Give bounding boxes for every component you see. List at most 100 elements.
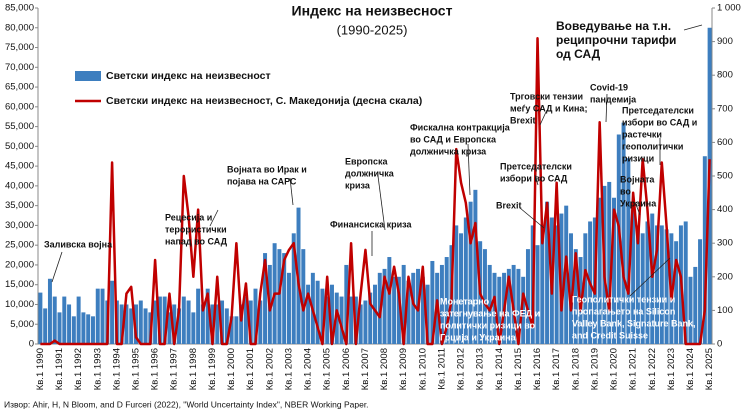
x-tick-label: Кв.1 2025 xyxy=(704,348,715,390)
x-tick-label: Кв.1 2000 xyxy=(226,348,237,390)
x-tick-label: Кв.1 2007 xyxy=(360,348,371,390)
annotation: Заливска војна xyxy=(44,239,113,249)
bar xyxy=(239,304,244,344)
annotation: пандемија xyxy=(590,94,637,104)
bar xyxy=(645,221,650,344)
bar xyxy=(339,296,344,344)
bar xyxy=(554,225,559,344)
bar xyxy=(301,249,306,344)
bar xyxy=(655,225,660,344)
annotation-arrow xyxy=(209,209,219,227)
annotation: Brexit xyxy=(510,115,536,125)
bar xyxy=(430,260,435,344)
bar xyxy=(482,249,487,344)
annotation-arrow xyxy=(539,111,547,126)
bar xyxy=(62,296,67,344)
bar xyxy=(344,264,349,344)
annotation: терористички xyxy=(165,224,227,234)
bar xyxy=(119,304,124,344)
annotation: затегнување на ФЕД и xyxy=(440,308,540,318)
bar xyxy=(349,296,354,344)
annotation-arrow xyxy=(467,143,471,196)
bar xyxy=(382,268,387,344)
annotation: ризици xyxy=(622,153,654,163)
chart-subtitle: (1990-2025) xyxy=(337,22,408,37)
y-tick-label: 10,000 xyxy=(5,299,34,310)
bar xyxy=(674,241,679,344)
y-tick-label: 55,000 xyxy=(5,121,34,132)
x-tick-label: Кв.1 1997 xyxy=(169,348,180,390)
y-tick-label: 15,000 xyxy=(5,279,34,290)
bar xyxy=(52,296,57,344)
bar xyxy=(411,272,416,344)
annotation: растечки xyxy=(622,129,662,139)
bar xyxy=(67,304,72,344)
bar xyxy=(138,300,143,344)
bar xyxy=(306,284,311,344)
x-tick-label: Кв.1 2017 xyxy=(551,348,562,390)
x-tick-label: Кв.1 2016 xyxy=(532,348,543,390)
bar xyxy=(263,253,268,344)
y-tick-label: 5,000 xyxy=(10,319,34,330)
y-tick-label: 20,000 xyxy=(5,259,34,270)
bar xyxy=(124,304,129,344)
bar xyxy=(315,280,320,344)
chart-title: Индекс на неизвесност xyxy=(292,3,453,19)
bar xyxy=(688,276,693,344)
annotation: избори во САД xyxy=(500,173,568,183)
annotation: должничка криза xyxy=(410,146,487,156)
y2-tick-label: 1 000 xyxy=(717,3,741,14)
x-tick-label: Кв.1 2020 xyxy=(609,348,620,390)
annotation: Финансиска криза xyxy=(330,219,413,229)
bar xyxy=(167,312,172,344)
annotation-arrow xyxy=(534,174,539,186)
bar xyxy=(258,300,263,344)
bar xyxy=(277,249,282,344)
annotation: од САД xyxy=(556,47,601,61)
annotation: геополитички xyxy=(622,141,683,151)
y-tick-label: 75,000 xyxy=(5,42,34,53)
bar xyxy=(454,225,459,344)
annotation-arrow xyxy=(605,93,608,123)
bar xyxy=(373,284,377,344)
bar xyxy=(191,312,196,344)
bar xyxy=(162,296,167,344)
bar xyxy=(406,280,411,344)
y-tick-label: 70,000 xyxy=(5,62,34,73)
bar xyxy=(291,233,296,344)
annotation: Монетарно xyxy=(440,296,490,306)
bar xyxy=(626,158,631,344)
annotation: Војната xyxy=(620,174,655,184)
y-tick-label: 65,000 xyxy=(5,82,34,93)
annotation: Геополитички тензии и xyxy=(572,294,675,304)
annotation-arrow xyxy=(629,257,671,297)
bar xyxy=(71,316,76,344)
y-tick-label: 0 xyxy=(29,339,34,350)
x-tick-label: Кв.1 2015 xyxy=(513,348,524,390)
bar xyxy=(540,225,545,344)
legend-label: Светски индекс на неизвесност xyxy=(106,70,271,82)
x-tick-label: Кв.1 2023 xyxy=(666,348,677,390)
bar xyxy=(607,181,612,344)
annotation: Војната во Ирак и xyxy=(227,164,307,174)
y-tick-label: 80,000 xyxy=(5,22,34,33)
bar xyxy=(57,312,62,344)
bar xyxy=(497,276,502,344)
x-tick-label: Кв.1 1998 xyxy=(188,348,199,390)
annotation-arrow xyxy=(289,177,294,206)
x-tick-label: Кв.1 1996 xyxy=(150,348,161,390)
annotation: должничка xyxy=(345,168,395,178)
annotation: Рецесија и xyxy=(165,212,212,222)
annotation: меѓу САД и Кина; xyxy=(510,103,587,113)
bar xyxy=(210,304,215,344)
bar xyxy=(698,239,703,344)
annotation: во САД и Европска xyxy=(410,134,497,144)
annotation: избори во САД и xyxy=(622,117,697,127)
bar xyxy=(181,296,186,344)
bar xyxy=(392,276,397,344)
source: Извор: Ahir, H, N Bloom, and D Furceri (… xyxy=(4,399,369,409)
bar xyxy=(597,197,602,344)
annotation-arrow xyxy=(519,207,545,229)
bar xyxy=(224,308,229,344)
